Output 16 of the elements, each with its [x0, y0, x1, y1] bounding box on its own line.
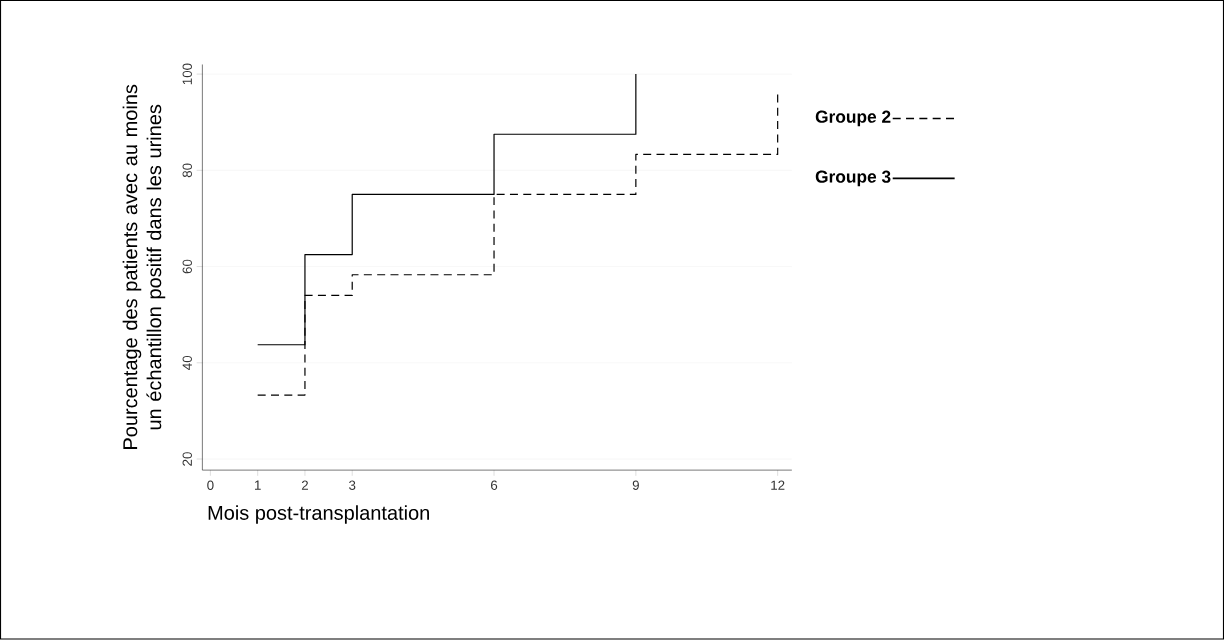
x-tick-label: 2: [301, 480, 308, 491]
x-tick-label: 6: [491, 480, 498, 491]
legend-label: Groupe 2: [815, 110, 891, 127]
y-tick-label: 100: [182, 63, 192, 85]
y-tick-label: 80: [182, 163, 192, 178]
x-tick-label: 0: [207, 480, 214, 491]
y-tick-label: 20: [182, 452, 192, 467]
x-tick-label: 1: [254, 480, 261, 490]
x-axis-title: Mois post-transplantation: [208, 505, 429, 525]
y-axis-title: Pourcentage des patients avec au moins un échantillon positif dans les urines: [122, 85, 166, 450]
legend-label: Groupe 3: [815, 170, 891, 187]
x-tick-label: 12: [771, 480, 785, 491]
x-tick-label: 9: [632, 480, 639, 491]
y-tick-label: 40: [182, 356, 192, 371]
y-tick-label: 60: [182, 259, 192, 274]
x-tick-label: 3: [349, 480, 356, 491]
